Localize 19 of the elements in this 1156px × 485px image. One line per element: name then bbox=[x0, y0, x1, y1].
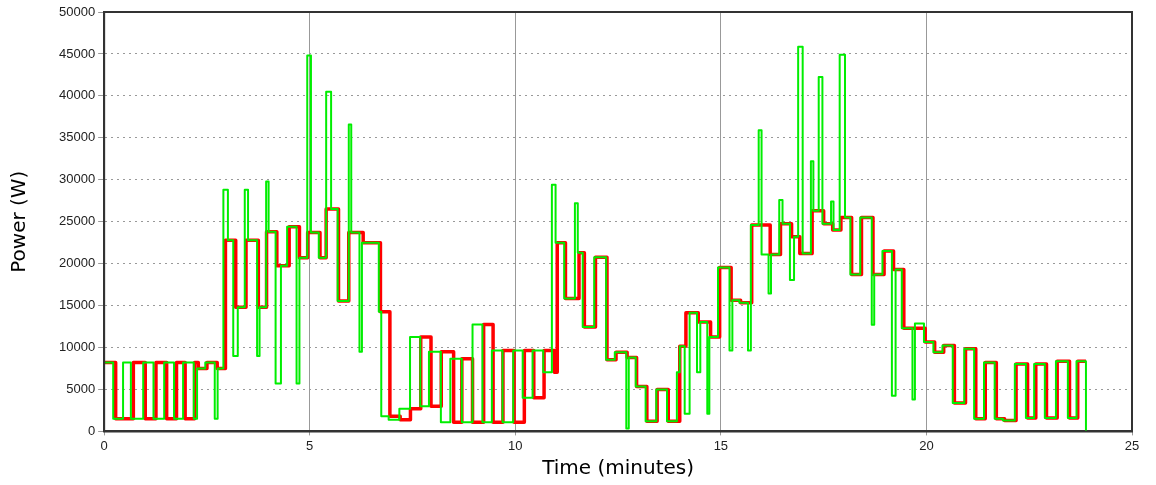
y-tick-label: 15000 bbox=[58, 297, 96, 313]
y-tick-label: 45000 bbox=[58, 45, 96, 61]
x-tick-label: 25 bbox=[1124, 437, 1140, 453]
y-axis-title: Power (W) bbox=[6, 170, 31, 273]
y-tick-label: 35000 bbox=[58, 129, 96, 145]
y-tick-label: 50000 bbox=[58, 3, 96, 19]
y-tick-label: 40000 bbox=[58, 87, 96, 103]
y-tick-label: 20000 bbox=[58, 255, 96, 271]
x-tick-label: 15 bbox=[713, 437, 729, 453]
y-tick-label: 10000 bbox=[58, 339, 96, 355]
y-tick-label: 30000 bbox=[58, 171, 96, 187]
x-tick-label: 0 bbox=[100, 437, 108, 453]
x-tick-label: 10 bbox=[508, 437, 523, 453]
y-tick-label: 25000 bbox=[58, 213, 96, 229]
y-tick-label: 5000 bbox=[66, 381, 96, 397]
x-tick-label: 20 bbox=[919, 437, 934, 453]
x-tick-label: 5 bbox=[306, 437, 314, 453]
x-axis-title: Time (minutes) bbox=[541, 455, 695, 480]
y-tick-label: 0 bbox=[87, 422, 96, 438]
